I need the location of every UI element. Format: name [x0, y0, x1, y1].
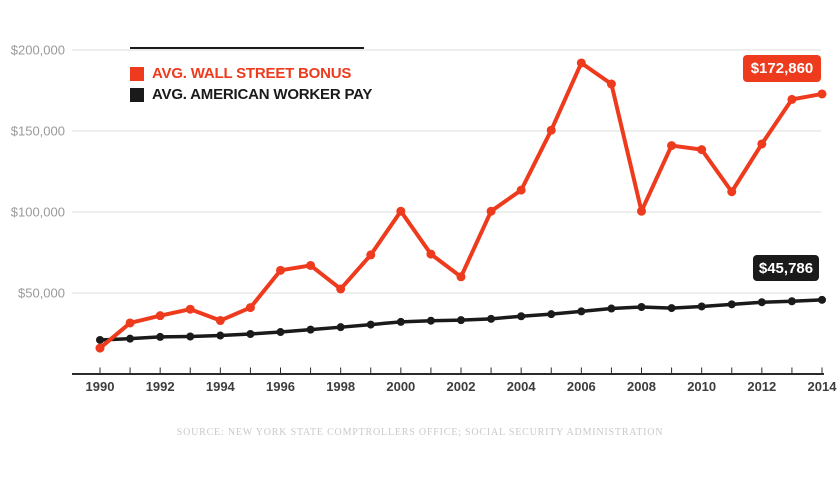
bonus-data-point	[125, 318, 135, 328]
legend: AVG. WALL STREET BONUS AVG. AMERICAN WOR…	[130, 63, 372, 105]
bonus-data-point	[606, 79, 616, 89]
worker-data-point	[697, 302, 706, 311]
bonus-data-point	[546, 125, 556, 135]
x-axis-label: 2004	[507, 379, 537, 394]
bonus-data-point	[667, 141, 677, 151]
worker-data-point	[787, 297, 796, 306]
source-attribution: SOURCE: NEW YORK STATE COMPTROLLERS OFFI…	[176, 427, 664, 438]
x-axis-label: 1990	[86, 379, 115, 394]
x-axis-label: 2010	[687, 379, 716, 394]
bonus-data-point	[426, 249, 436, 259]
x-axis-label: 2012	[747, 379, 776, 394]
worker-data-point	[216, 331, 225, 340]
x-axis-label: 1992	[146, 379, 175, 394]
worker-data-point	[517, 312, 526, 321]
x-axis-label: 2006	[567, 379, 596, 394]
x-axis-label: 1994	[206, 379, 236, 394]
worker-data-point	[607, 304, 616, 313]
bonus-data-point	[697, 145, 707, 155]
worker-data-point	[637, 303, 646, 312]
bonus-data-point	[155, 311, 165, 321]
bonus-data-point	[336, 284, 346, 294]
worker-data-point	[96, 335, 104, 344]
bonus-data-point	[185, 304, 195, 314]
bonus-data-point	[95, 343, 105, 353]
bonus-data-point	[516, 185, 526, 195]
y-axis-label: $150,000	[11, 124, 65, 139]
legend-item-worker: AVG. AMERICAN WORKER PAY	[130, 84, 372, 105]
worker-data-point	[487, 314, 496, 323]
x-axis-label: 2008	[627, 379, 656, 394]
bonus-data-point	[757, 139, 767, 149]
bonus-legend-swatch-icon	[130, 66, 144, 81]
y-axis-label: $100,000	[11, 205, 65, 220]
worker-value-badge: $45,786	[753, 255, 819, 281]
bonus-value-badge: $172,860	[743, 55, 821, 82]
worker-legend-swatch-icon	[130, 87, 144, 102]
worker-data-point	[426, 316, 435, 325]
bonus-data-point	[456, 272, 466, 282]
worker-data-point	[667, 304, 676, 313]
worker-data-point	[336, 323, 345, 332]
worker-data-point	[577, 307, 586, 316]
bonus-data-point	[306, 260, 316, 270]
worker-data-point	[396, 317, 405, 326]
bonus-data-point	[636, 206, 646, 216]
x-axis-label: 2014	[808, 379, 838, 394]
y-axis-label: $50,000	[18, 286, 65, 301]
worker-data-point	[547, 310, 556, 319]
bonus-data-point	[396, 206, 406, 216]
worker-data-point	[156, 332, 165, 341]
worker-data-point	[306, 325, 315, 334]
bonus-data-point	[215, 316, 225, 326]
bonus-data-point	[486, 206, 496, 216]
bonus-legend-label: AVG. WALL STREET BONUS	[152, 65, 352, 82]
worker-data-point	[366, 320, 375, 329]
x-axis-label: 1998	[326, 379, 355, 394]
bonus-data-point	[727, 187, 737, 197]
bonus-data-point	[817, 89, 827, 99]
bonus-data-point	[275, 265, 285, 275]
bonus-data-point	[787, 94, 797, 104]
worker-data-point	[186, 332, 195, 341]
x-axis-label: 2002	[447, 379, 476, 394]
legend-item-bonus: AVG. WALL STREET BONUS	[130, 63, 372, 84]
y-axis-label: $200,000	[11, 43, 65, 58]
legend-rule	[130, 47, 364, 49]
x-axis-label: 1996	[266, 379, 295, 394]
worker-data-point	[246, 329, 255, 338]
worker-data-point	[757, 298, 766, 307]
x-axis-label: 2000	[386, 379, 415, 394]
worker-data-point	[727, 300, 736, 309]
worker-legend-label: AVG. AMERICAN WORKER PAY	[152, 86, 373, 103]
worker-data-point	[276, 328, 285, 337]
worker-data-point	[126, 334, 135, 343]
worker-data-point	[817, 295, 826, 304]
bonus-data-point	[245, 303, 255, 313]
bonus-data-point	[576, 58, 586, 68]
bonus-data-point	[366, 250, 376, 260]
worker-data-point	[456, 316, 465, 325]
